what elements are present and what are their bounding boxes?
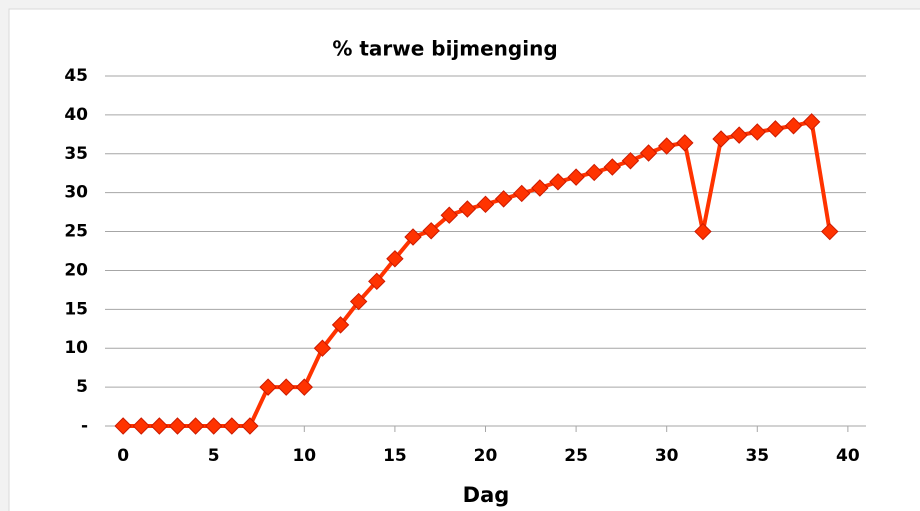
marker [494, 190, 513, 208]
marker [132, 417, 150, 435]
y-tick-label: 45 [64, 66, 88, 86]
y-tick-label: 10 [64, 338, 88, 358]
marker [676, 134, 694, 152]
marker [114, 417, 132, 435]
y-tick-label: 20 [64, 260, 88, 280]
marker [802, 113, 821, 131]
marker [458, 200, 477, 218]
marker [223, 417, 241, 435]
marker [549, 173, 567, 191]
marker [730, 126, 748, 144]
x-tick-label: 30 [655, 446, 679, 466]
marker [349, 292, 368, 311]
marker [331, 316, 350, 334]
chart-area [8, 8, 920, 511]
x-tick-label: 35 [745, 446, 769, 466]
marker [531, 179, 549, 197]
y-tick-label: 25 [64, 222, 88, 242]
marker [313, 339, 332, 357]
marker [368, 272, 386, 291]
marker [295, 378, 314, 396]
marker [186, 417, 205, 435]
marker [567, 168, 585, 186]
y-tick-label: 35 [64, 144, 88, 164]
y-tick-label: 40 [64, 105, 88, 125]
marker [205, 417, 223, 435]
marker [277, 378, 295, 396]
marker [748, 123, 766, 141]
marker [694, 222, 712, 241]
marker [422, 222, 440, 240]
marker [603, 158, 622, 176]
marker [259, 378, 277, 396]
marker [585, 163, 603, 182]
marker [712, 130, 730, 148]
marker [657, 137, 676, 155]
marker [639, 144, 658, 162]
y-tick-label: - [81, 416, 88, 436]
series-line [123, 119, 832, 428]
x-tick-label: 15 [383, 446, 407, 466]
marker [821, 222, 839, 241]
x-tick-label: 20 [474, 446, 498, 466]
marker [440, 206, 458, 224]
x-tick-label: 10 [292, 446, 316, 466]
marker [513, 184, 531, 203]
chart-title: % tarwe bijmenging [332, 37, 557, 61]
marker [386, 250, 404, 268]
y-tick-label: 15 [64, 299, 88, 319]
marker [404, 228, 422, 246]
marker [784, 117, 803, 135]
marker [766, 120, 785, 138]
y-tick-label: 5 [76, 377, 88, 397]
y-tick-label: 30 [64, 183, 88, 203]
x-tick-label: 5 [208, 446, 220, 466]
x-tick-label: 25 [564, 446, 588, 466]
marker [241, 417, 259, 435]
marker [150, 417, 169, 435]
x-tick-label: 0 [117, 446, 129, 466]
x-tick-label: 40 [836, 446, 860, 466]
x-axis-title: Dag [463, 483, 510, 507]
marker [621, 152, 640, 170]
marker [168, 417, 187, 435]
marker [476, 195, 495, 214]
